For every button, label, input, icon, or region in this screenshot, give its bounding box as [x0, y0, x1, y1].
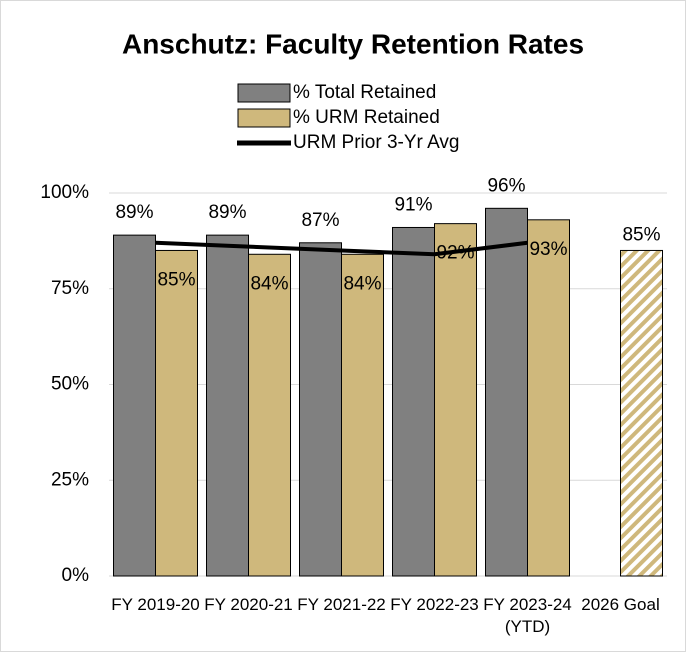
x-tick-label: FY 2022-23	[390, 595, 479, 614]
data-label: 91%	[394, 194, 432, 215]
x-tick-label: 2026 Goal	[581, 595, 660, 614]
data-label: 93%	[529, 239, 567, 260]
data-label: 84%	[343, 273, 381, 294]
bar	[206, 234, 249, 577]
data-label: 89%	[115, 202, 153, 223]
y-tick-label: 0%	[62, 565, 90, 586]
x-tick-label: FY 2020-21	[204, 595, 293, 614]
bar	[113, 234, 156, 577]
bar	[155, 249, 198, 577]
legend-label: URM Prior 3-Yr Avg	[293, 132, 459, 153]
line	[155, 240, 528, 257]
bar	[527, 219, 570, 577]
bar	[392, 226, 435, 577]
data-label: 96%	[487, 175, 525, 196]
bar	[434, 223, 477, 577]
bar	[485, 207, 528, 577]
data-label: 84%	[250, 273, 288, 294]
x-tick-label: FY 2023-24 (YTD)	[483, 595, 572, 636]
x-tick-label: FY 2021-22	[297, 595, 386, 614]
legend-label: % Total Retained	[293, 82, 436, 103]
y-tick-label: 25%	[51, 469, 89, 490]
y-tick-label: 75%	[51, 278, 89, 299]
bar	[341, 253, 384, 577]
data-label: 87%	[301, 210, 339, 231]
bar	[620, 249, 663, 577]
data-label: 85%	[622, 224, 660, 245]
y-tick-label: 100%	[40, 182, 89, 203]
data-label: 89%	[208, 202, 246, 223]
x-tick-label: FY 2019-20	[111, 595, 200, 614]
legend-swatch	[237, 83, 291, 103]
legend-swatch	[237, 108, 291, 128]
bar	[248, 253, 291, 577]
legend-label: % URM Retained	[293, 107, 440, 128]
bar	[299, 242, 342, 577]
data-label: 85%	[157, 269, 195, 290]
y-tick-label: 50%	[51, 374, 89, 395]
chart-title: Anschutz: Faculty Retention Rates	[122, 28, 584, 59]
